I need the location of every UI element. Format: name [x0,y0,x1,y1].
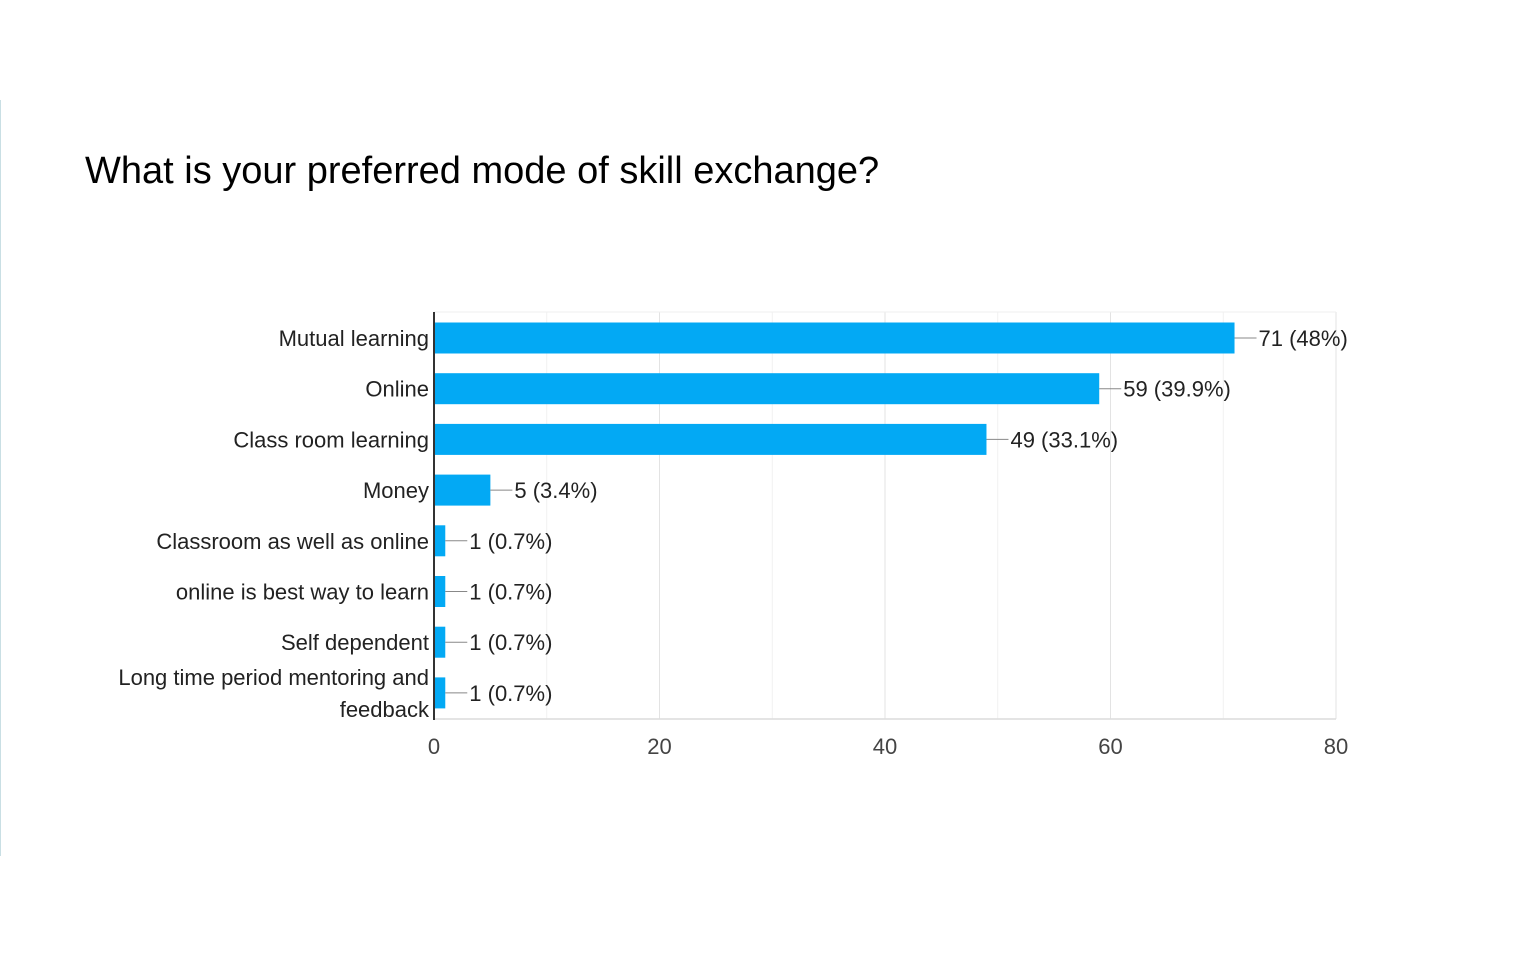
bars-layer [434,322,1235,709]
bar [434,525,446,557]
data-label: 1 (0.7%) [469,580,552,605]
category-label: Mutual learning [279,326,429,351]
data-label: 59 (39.9%) [1123,377,1231,402]
x-tick-label: 80 [1324,734,1348,759]
labels-layer: 71 (48%) Mutual learning 59 (39.9%) Online 4… [118,326,1347,722]
x-tick-label: 40 [873,734,897,759]
bar [434,373,1100,405]
data-label: 5 (3.4%) [514,478,597,503]
category-label: Self dependent [281,630,429,655]
data-label: 71 (48%) [1259,326,1348,351]
category-label: online is best way to learn [176,580,429,605]
bar [434,423,987,455]
left-divider [0,100,1,856]
category-label: Classroom as well as online [156,529,429,554]
question-title: What is your preferred mode of skill exc… [85,150,880,192]
category-label: feedback [340,697,430,722]
category-label: Money [363,478,429,503]
bar [434,626,446,658]
bar [434,576,446,607]
category-label: Online [365,377,429,402]
category-label: Class room learning [233,427,429,452]
data-label: 1 (0.7%) [469,630,552,655]
bar [434,474,491,506]
x-tick-label: 20 [647,734,671,759]
category-label: Long time period mentoring and [118,665,429,690]
x-tick-label: 60 [1098,734,1122,759]
bar [434,677,446,709]
data-label: 49 (33.1%) [1010,427,1118,452]
grid-layer [434,311,1337,720]
x-tick-label: 0 [428,734,440,759]
data-label: 1 (0.7%) [469,681,552,706]
bar [434,322,1235,354]
data-label: 1 (0.7%) [469,529,552,554]
axis-layer: 0 20 40 60 80 [428,312,1348,759]
